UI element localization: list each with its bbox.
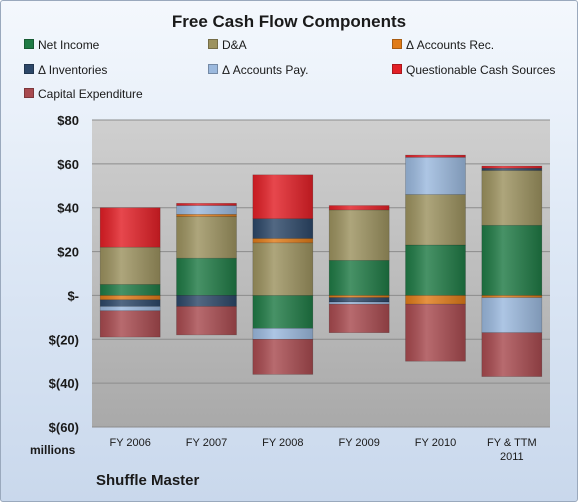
y-tick-label: $(60): [49, 420, 79, 435]
bar-d-a-fy-2008-shading: [252, 242, 313, 296]
bar-accounts-rec-fy-2006-shading: [100, 295, 161, 300]
bar-accounts-rec-fy-2008-shading: [252, 238, 313, 243]
legend-label-net-income: Net Income: [38, 38, 100, 52]
y-tick-label: $(40): [49, 376, 79, 391]
bar-net-income-fy-2009-shading: [329, 260, 390, 296]
legend-label-da: D&A: [222, 38, 247, 52]
bars: [99, 154, 543, 377]
bar-capital-expenditure-fy-ttm-2011-shading: [481, 332, 542, 377]
gridlines: [92, 119, 550, 428]
bar-capital-expenditure-fy-2006-shading: [100, 310, 161, 338]
legend-label-capex: Capital Expenditure: [38, 87, 143, 101]
bar-accounts-rec-fy-2010-shading: [405, 295, 466, 305]
legend-label-inventories: Δ Inventories: [38, 63, 108, 77]
bar-accounts-pay-fy-2010-shading: [405, 157, 466, 195]
bar-net-income-fy-ttm-2011-shading: [481, 225, 542, 296]
y-tick-label: $60: [57, 157, 79, 172]
bar-accounts-rec-fy-2007-shading: [176, 214, 237, 217]
legend-swatch-questionable-cash: [392, 64, 402, 74]
bar-questionable-cash-sources-fy-ttm-2011-shading: [481, 166, 542, 169]
x-tick-label: FY 2009: [338, 437, 379, 449]
bar-inventories-fy-2007-shading: [176, 295, 237, 307]
x-tick-label: FY 2010: [415, 437, 456, 449]
bar-capital-expenditure-fy-2007-shading: [176, 306, 237, 335]
bar-inventories-fy-2008-shading: [252, 218, 313, 239]
bar-d-a-fy-2007-shading: [176, 216, 237, 259]
legend-item-capex: Capital Expenditure: [24, 87, 143, 101]
bar-accounts-pay-fy-2009-shading: [329, 302, 390, 305]
bar-d-a-fy-2009-shading: [329, 209, 390, 261]
legend-swatch-inventories: [24, 64, 34, 74]
legend-label-accounts-rec: Δ Accounts Rec.: [406, 38, 495, 52]
bar-questionable-cash-sources-fy-2007-shading: [176, 203, 237, 206]
bar-accounts-pay-fy-2007-shading: [176, 205, 237, 215]
company-label: Shuffle Master: [96, 472, 200, 489]
bar-inventories-fy-2009-shading: [329, 297, 390, 303]
x-tick-label: FY 2007: [186, 437, 227, 449]
bar-d-a-fy-2010-shading: [405, 194, 466, 245]
x-tick-label: FY 2006: [109, 437, 150, 449]
legend-swatch-capex: [24, 88, 34, 98]
bar-questionable-cash-sources-fy-2009-shading: [329, 205, 390, 210]
y-axis-ticks: $80 $60 $40 $20 $- $(20) $(40) $(60): [49, 113, 79, 435]
legend-swatch-da: [208, 39, 218, 49]
legend-swatch-accounts-rec: [392, 39, 402, 49]
x-axis-ticks: FY 2006 FY 2007 FY 2008 FY 2009 FY 2010 FY & …: [109, 437, 536, 463]
legend-swatch-accounts-pay: [208, 64, 218, 74]
bar-capital-expenditure-fy-2010-shading: [405, 304, 466, 362]
bar-capital-expenditure-fy-2008-shading: [252, 339, 313, 375]
bar-net-income-fy-2006-shading: [100, 284, 161, 296]
bar-net-income-fy-2010-shading: [405, 244, 466, 296]
legend-item-accounts-rec: Δ Accounts Rec.: [392, 38, 494, 52]
bar-questionable-cash-sources-fy-2010-shading: [405, 155, 466, 158]
y-tick-label: $-: [67, 288, 79, 303]
chart-title: Free Cash Flow Components: [171, 12, 407, 31]
x-tick-label: FY & TTM 2011: [487, 437, 537, 463]
legend-item-da: D&A: [208, 38, 247, 52]
bar-questionable-cash-sources-fy-2006-shading: [100, 207, 161, 248]
units-label: millions: [30, 443, 76, 457]
plot-area: [92, 120, 550, 427]
y-tick-label: $40: [57, 201, 79, 216]
legend-swatch-net-income: [24, 39, 34, 49]
bar-net-income-fy-2007-shading: [176, 258, 237, 296]
bar-accounts-pay-fy-ttm-2011-shading: [481, 297, 542, 333]
legend-item-inventories: Δ Inventories: [24, 63, 107, 77]
legend-label-questionable-cash: Questionable Cash Sources: [406, 63, 556, 77]
bar-accounts-rec-fy-2009-shading: [329, 295, 390, 298]
bar-inventories-fy-ttm-2011-shading: [481, 168, 542, 171]
bar-d-a-fy-ttm-2011-shading: [481, 170, 542, 226]
bar-accounts-pay-fy-2008-shading: [252, 328, 313, 340]
legend-item-questionable-cash: Questionable Cash Sources: [392, 63, 555, 77]
legend-item-net-income: Net Income: [24, 38, 99, 52]
legend-item-accounts-pay: Δ Accounts Pay.: [208, 63, 309, 77]
bar-accounts-pay-fy-2006-shading: [100, 306, 161, 311]
bar-d-a-fy-2006-shading: [100, 247, 161, 285]
x-tick-label: FY 2008: [262, 437, 303, 449]
y-tick-label: $20: [57, 245, 79, 260]
bar-questionable-cash-sources-fy-2008-shading: [252, 174, 313, 219]
bar-capital-expenditure-fy-2009-shading: [329, 304, 390, 333]
legend-label-accounts-pay: Δ Accounts Pay.: [222, 63, 309, 77]
bar-accounts-rec-fy-ttm-2011-shading: [481, 295, 542, 298]
y-tick-label: $80: [57, 113, 79, 128]
bar-inventories-fy-2006-shading: [100, 299, 161, 307]
bar-net-income-fy-2008-shading: [252, 295, 313, 329]
y-tick-label: $(20): [49, 332, 79, 347]
